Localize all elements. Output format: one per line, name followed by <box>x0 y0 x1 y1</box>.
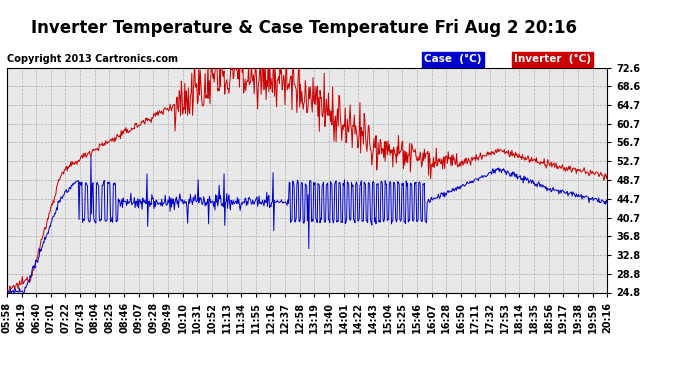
Text: Copyright 2013 Cartronics.com: Copyright 2013 Cartronics.com <box>7 54 178 64</box>
Text: Case  (°C): Case (°C) <box>424 54 482 64</box>
Text: Inverter Temperature & Case Temperature Fri Aug 2 20:16: Inverter Temperature & Case Temperature … <box>30 19 577 37</box>
Text: Inverter  (°C): Inverter (°C) <box>514 54 591 64</box>
